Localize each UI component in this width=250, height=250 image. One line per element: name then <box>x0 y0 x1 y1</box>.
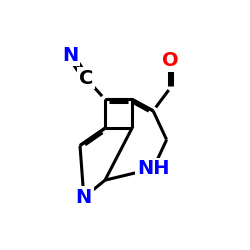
Text: N: N <box>62 46 78 64</box>
Text: N: N <box>76 188 92 207</box>
Text: O: O <box>162 51 179 70</box>
Text: C: C <box>78 68 93 88</box>
Text: NH: NH <box>137 159 170 178</box>
